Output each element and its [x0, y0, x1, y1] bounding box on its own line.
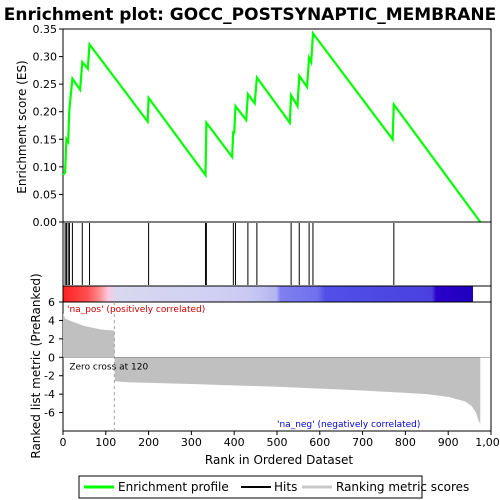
es-y-tick-label: 0.30 — [33, 51, 58, 64]
hits-panel — [62, 221, 492, 287]
positive-correlation-label: 'na_pos' (positively correlated) — [67, 305, 205, 315]
es-y-tick-label: 0.05 — [33, 188, 58, 201]
es-y-tick-label: 0.35 — [33, 23, 58, 36]
x-axis: 0 100 200 300 400 500 600 700 800 900 1,000 — [60, 431, 500, 449]
x-tick-label: 800 — [395, 436, 416, 449]
ranking-metric-area — [63, 313, 481, 424]
enrichment-profile-line — [62, 30, 482, 223]
x-tick-label: 0 — [60, 436, 67, 449]
legend-metric-label: Ranking metric scores — [336, 480, 469, 494]
es-y-ticks: 0.00 0.05 0.10 0.15 0.20 0.25 0.30 0.35 — [33, 23, 63, 229]
x-axis-label: Rank in Ordered Dataset — [205, 453, 353, 467]
metric-y-tick-label: -4 — [44, 388, 55, 401]
es-y-tick-label: 0.00 — [33, 216, 58, 229]
es-y-tick-label: 0.20 — [33, 106, 58, 119]
hits-frame — [62, 221, 492, 287]
x-tick-label: 500 — [267, 436, 288, 449]
metric-y-tick-label: -2 — [44, 370, 55, 383]
hit-lines — [64, 223, 395, 285]
chart-title: Enrichment plot: GOCC_POSTSYNAPTIC_MEMBR… — [4, 5, 496, 25]
zero-cross-label: Zero cross at 120 — [69, 362, 148, 372]
x-tick-label: 200 — [138, 436, 159, 449]
x-tick-label: 1,000 — [475, 436, 500, 449]
x-tick-label: 100 — [95, 436, 116, 449]
legend-hits-label: Hits — [274, 480, 297, 494]
metric-y-tick-label: 6 — [48, 296, 55, 309]
rank-color-bar — [62, 285, 492, 303]
x-tick-label: 700 — [352, 436, 373, 449]
rank-color-gradient — [63, 286, 473, 302]
es-y-tick-label: 0.15 — [33, 133, 58, 146]
metric-y-tick-label: 0 — [48, 351, 55, 364]
metric-y-tick-label: 2 — [48, 333, 55, 346]
es-y-tick-label: 0.10 — [33, 161, 58, 174]
x-tick-label: 900 — [438, 436, 459, 449]
x-tick-label: 400 — [224, 436, 245, 449]
legend-enrichment-label: Enrichment profile — [118, 480, 229, 494]
metric-y-tick-label: -6 — [44, 407, 55, 420]
metric-panel: Zero cross at 120 'na_pos' (positively c… — [29, 273, 492, 459]
es-panel: 0.00 0.05 0.10 0.15 0.20 0.25 0.30 0.35 Enrichm… — [15, 23, 492, 229]
metric-y-axis-label: Ranked list metric (PreRanked) — [29, 273, 43, 458]
x-tick-label: 600 — [309, 436, 330, 449]
negative-correlation-label: 'na_neg' (negatively correlated) — [277, 420, 420, 430]
x-tick-label: 300 — [181, 436, 202, 449]
es-y-axis-label: Enrichment score (ES) — [15, 60, 29, 193]
metric-y-tick-label: 4 — [48, 314, 55, 327]
es-plot-frame — [62, 28, 492, 223]
es-y-tick-label: 0.25 — [33, 78, 58, 91]
legend: Enrichment profile Hits Ranking metric s… — [78, 475, 469, 499]
metric-y-ticks: -6 -4 -2 0 2 4 6 — [44, 296, 63, 420]
